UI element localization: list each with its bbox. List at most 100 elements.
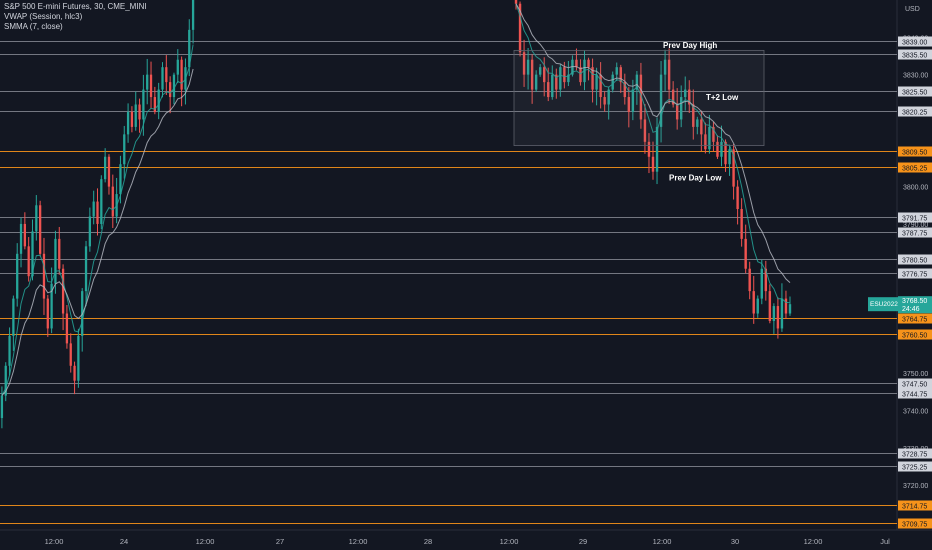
range-box <box>513 49 765 146</box>
candle-body <box>65 313 69 344</box>
candle-body <box>169 82 172 98</box>
candle-body <box>92 201 95 217</box>
candle-body <box>663 59 667 75</box>
candle-body <box>700 119 703 135</box>
level-price-tag <box>898 106 932 117</box>
candle-body <box>35 205 38 232</box>
x-tick-label: Jul <box>880 537 890 546</box>
level-price-label: 3764.75 <box>902 317 927 324</box>
candle-body <box>88 216 91 247</box>
vwap-line <box>1 44 194 396</box>
y-tick-label: 3720.00 <box>903 483 928 490</box>
candle-body <box>530 59 534 90</box>
smma-line <box>1 68 194 396</box>
annotation-label: Prev Day Low <box>669 173 722 182</box>
candle-body <box>130 111 134 127</box>
candle-body <box>563 67 566 83</box>
candle-body <box>728 149 731 165</box>
candle-body <box>12 298 15 336</box>
candle-body <box>579 67 582 83</box>
candle-body <box>651 156 655 172</box>
level-price-label: 3728.75 <box>902 452 927 459</box>
last-price-tag <box>898 296 932 314</box>
level-price-tag <box>898 146 932 157</box>
candle-body <box>146 74 149 90</box>
level-price-label: 3780.50 <box>902 258 927 265</box>
candle-body <box>518 3 522 53</box>
level-price-tag <box>898 227 932 238</box>
x-tick-label: 27 <box>276 537 284 546</box>
candle-body <box>567 74 570 83</box>
candle-body <box>191 0 195 30</box>
ticker-name-tag <box>868 297 898 312</box>
x-tick-label: 12:00 <box>45 537 64 546</box>
candle-body <box>716 141 719 157</box>
annotation-label: T+2 Low <box>706 93 739 102</box>
y-tick-label: 3800.00 <box>903 185 928 192</box>
candle-body <box>655 126 659 172</box>
candle-body <box>744 238 747 269</box>
level-price-label: 3760.50 <box>902 333 927 340</box>
candle-body <box>587 59 590 68</box>
candle-body <box>684 89 687 98</box>
candle-body <box>583 59 586 83</box>
x-tick-label: 28 <box>424 537 432 546</box>
vwap-legend: VWAP (Session, hlc3) <box>4 12 83 21</box>
candle-body <box>615 67 618 75</box>
level-price-label: 3744.75 <box>902 392 927 399</box>
candle-body <box>776 306 780 329</box>
candle-body <box>46 298 49 329</box>
smma-legend: SMMA (7, close) <box>4 22 63 31</box>
candle-body <box>647 141 651 157</box>
candle-body <box>764 268 768 292</box>
candle-body <box>149 74 153 98</box>
level-price-tag <box>898 49 932 60</box>
candle-body <box>768 291 772 321</box>
x-tick-label: 12:00 <box>500 537 519 546</box>
level-price-label: 3809.50 <box>902 150 927 157</box>
candle-body <box>760 268 763 299</box>
candle-body <box>780 298 784 329</box>
candle-body <box>31 231 34 277</box>
candle-body <box>161 67 164 90</box>
ticker-name: ESU2022 <box>870 301 898 308</box>
candle-body <box>748 268 751 292</box>
x-tick-label: 12:00 <box>349 537 368 546</box>
candle-body <box>165 67 168 83</box>
candle-body <box>551 74 554 98</box>
candle-body <box>643 119 647 142</box>
candle-body <box>0 395 4 419</box>
symbol-title: S&P 500 E-mini Futures, 30, CME_MINI <box>4 2 147 11</box>
candle-body <box>619 67 622 83</box>
level-price-tag <box>898 162 932 173</box>
candle-body <box>153 97 156 112</box>
level-price-label: 3787.75 <box>902 231 927 238</box>
candle-body <box>571 59 574 75</box>
x-tick-label: 12:00 <box>196 537 215 546</box>
level-price-tag <box>898 268 932 279</box>
candle-body <box>100 179 103 224</box>
candle-body <box>692 104 695 127</box>
candle-body <box>772 306 776 321</box>
candle-body <box>77 335 80 381</box>
candle-body <box>595 74 598 90</box>
candle-body <box>27 246 30 277</box>
candle-body <box>635 74 639 90</box>
level-price-label: 3725.25 <box>902 465 927 472</box>
candle-body <box>631 89 635 112</box>
candle-body <box>73 365 76 381</box>
candle-body <box>19 223 23 254</box>
level-price-label: 3835.50 <box>902 53 927 60</box>
x-tick-label: 12:00 <box>653 537 672 546</box>
level-price-tag <box>898 36 932 47</box>
candle-body <box>176 59 179 75</box>
x-tick-label: 24 <box>120 537 128 546</box>
candle-body <box>627 97 631 112</box>
candle-body <box>623 82 627 98</box>
bar-countdown: 24:46 <box>902 306 920 313</box>
candle-body <box>111 186 114 217</box>
candle-body <box>696 119 699 127</box>
candle-body <box>712 126 715 142</box>
